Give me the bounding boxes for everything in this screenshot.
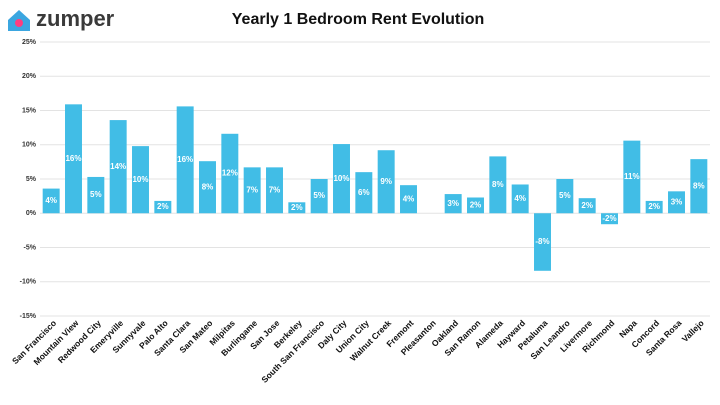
bar [556,179,574,214]
y-tick-label: 0% [26,210,37,217]
bar [668,191,685,214]
data-label: 8% [202,182,214,191]
data-label: 6% [358,188,370,197]
bar [400,185,417,214]
data-label: 12% [222,169,238,178]
bar [377,150,395,214]
bar [199,161,216,214]
bar [243,167,261,214]
y-tick-label: -10% [20,279,37,286]
data-label: 7% [269,185,281,194]
data-label: 2% [291,203,303,212]
data-label: 3% [447,199,459,208]
bar [154,200,172,214]
bar [534,213,551,271]
data-label: 10% [333,174,349,183]
bar [65,104,82,214]
bar [109,120,127,214]
logo-text: zumper [36,6,115,31]
y-tick-label: -5% [24,244,37,251]
data-label: 3% [671,197,683,206]
bar [489,156,507,214]
data-label: 10% [132,175,148,184]
data-label: 5% [313,191,325,200]
data-label: -8% [535,237,549,246]
data-label: 9% [380,177,392,186]
bar [176,106,194,214]
data-label: 5% [90,190,102,199]
data-label: 4% [403,194,415,203]
bar [288,202,306,214]
data-label: 16% [65,154,81,163]
bar [333,144,350,214]
data-label: 8% [693,181,705,190]
bar [310,179,328,214]
data-label: 11% [624,172,640,181]
data-label: 14% [110,162,126,171]
chart-title: Yearly 1 Bedroom Rent Evolution [232,11,485,28]
y-tick-label: 25% [22,39,37,46]
y-tick-label: -15% [20,313,37,320]
bar [444,194,462,214]
data-label: 4% [514,194,526,203]
data-label: 16% [177,155,193,164]
y-tick-label: 10% [22,142,37,149]
bar [221,133,239,214]
data-label: 5% [559,191,571,200]
bar [467,197,484,214]
y-tick-label: 20% [22,73,37,80]
bar [578,198,596,214]
bar [645,200,663,214]
bar [511,184,529,214]
data-label: -2% [602,214,616,223]
data-label: 2% [470,200,482,209]
bar [266,167,283,214]
bar [132,146,149,214]
bar [355,172,373,214]
bar [690,159,708,214]
logo-icon [8,10,30,31]
y-tick-label: 15% [22,107,37,114]
data-label: 2% [648,202,660,211]
data-label: 4% [45,196,57,205]
data-label: 2% [581,201,593,210]
x-tick-label: Vallejo [680,318,706,344]
data-label: 7% [246,185,258,194]
y-tick-label: 5% [26,176,37,183]
bar [601,213,618,225]
data-label: 8% [492,180,504,189]
bar [87,176,105,214]
data-label: 2% [157,202,169,211]
bar [623,140,641,214]
bar [42,188,60,214]
